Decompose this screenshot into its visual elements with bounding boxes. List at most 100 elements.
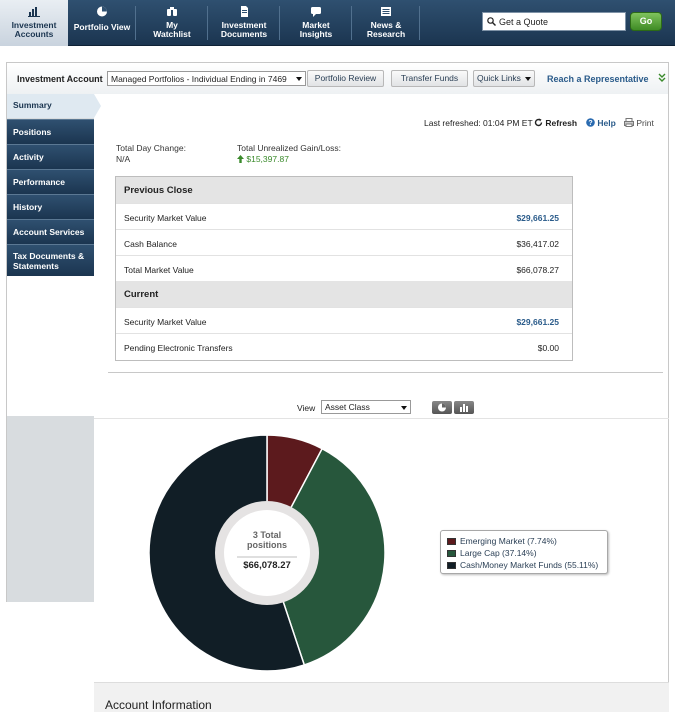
quote-placeholder: Get a Quote [499, 17, 549, 27]
row-label: Security Market Value [124, 213, 207, 223]
print-icon [624, 118, 634, 127]
pie-chart-icon [438, 403, 446, 412]
tab-market-insights[interactable]: Market Insights [280, 0, 352, 46]
tab-label: My Watchlist [153, 20, 191, 39]
tab-label: News & Research [366, 20, 406, 39]
unrealized-gain: $15,397.87 [237, 154, 289, 164]
sidebar-item-tax-documents[interactable]: Tax Documents & Statements [7, 244, 94, 276]
help-icon: ? [586, 118, 595, 127]
legend-item: Large Cap (37.14%) [447, 548, 537, 558]
search-icon [487, 17, 496, 26]
chart-legend: Emerging Market (7.74%) Large Cap (37.14… [440, 530, 608, 574]
print-label: Print [636, 118, 654, 128]
sidebar-item-summary[interactable]: Summary [7, 94, 101, 118]
day-change-value: N/A [116, 154, 131, 164]
previous-close-header: Previous Close [116, 177, 572, 203]
legend-label: Emerging Market (7.74%) [460, 536, 557, 546]
tab-investment-accounts[interactable]: Investment Accounts [0, 0, 68, 46]
sidebar-item-positions[interactable]: Positions [7, 119, 94, 144]
view-selected: Asset Class [325, 402, 370, 412]
divider [94, 418, 669, 419]
document-icon [241, 6, 248, 17]
portfolio-review-button[interactable]: Portfolio Review [307, 70, 384, 87]
sidebar-item-history[interactable]: History [7, 194, 94, 219]
row-value-link[interactable]: $29,661.25 [516, 317, 559, 327]
account-information-title: Account Information [105, 698, 212, 712]
row-value: $0.00 [537, 343, 559, 353]
print-link[interactable]: Print [624, 118, 654, 128]
tab-label: Market Insights [299, 20, 333, 39]
account-select[interactable]: Managed Portfolios - Individual Ending i… [107, 71, 306, 86]
reach-representative-link[interactable]: Reach a Representative [547, 74, 649, 84]
day-change-label: Total Day Change: [116, 143, 186, 153]
help-link[interactable]: ? Help [586, 118, 616, 128]
newspaper-icon [381, 7, 391, 16]
sidebar-item-performance[interactable]: Performance [7, 169, 94, 194]
sidebar-item-label: History [13, 202, 43, 212]
table-row: Cash Balance $36,417.02 [116, 229, 572, 255]
tab-label: Investment Documents [220, 20, 268, 39]
table-row: Security Market Value $29,661.25 [116, 307, 572, 333]
pie-chart-icon [97, 6, 107, 17]
go-button[interactable]: Go [630, 12, 662, 31]
balances-table: Previous Close Security Market Value $29… [115, 176, 573, 361]
speech-bubble-icon [311, 7, 321, 17]
tab-my-watchlist[interactable]: My Watchlist [136, 0, 208, 46]
quick-links-label: Quick Links [477, 73, 521, 83]
quick-links-select[interactable]: Quick Links [473, 70, 535, 87]
sidebar-item-label: Account Services [13, 227, 85, 237]
legend-swatch [447, 550, 456, 557]
table-row: Pending Electronic Transfers $0.00 [116, 333, 572, 359]
account-label: Investment Account [17, 74, 103, 84]
row-label: Security Market Value [124, 317, 207, 327]
refresh-label: Refresh [545, 118, 578, 128]
legend-item: Cash/Money Market Funds (55.11%) [447, 560, 598, 570]
tab-investment-documents[interactable]: Investment Documents [208, 0, 280, 46]
account-information-section: Account Information [94, 682, 669, 712]
sidebar-item-label: Performance [13, 177, 65, 187]
get-quote-input[interactable]: Get a Quote [482, 12, 626, 31]
bar-chart-icon [460, 404, 468, 412]
row-value-link[interactable]: $29,661.25 [516, 213, 559, 223]
selected-account: Managed Portfolios - Individual Ending i… [111, 74, 287, 84]
refresh-icon [534, 118, 543, 127]
sidebar-item-label: Positions [13, 127, 52, 137]
sidebar-item-label: Tax Documents & Statements [13, 251, 85, 271]
pie-center-count: 3 Total positions [247, 530, 287, 550]
view-select[interactable]: Asset Class [321, 400, 411, 414]
divider [108, 372, 663, 373]
row-label: Cash Balance [124, 239, 177, 249]
sidebar-item-activity[interactable]: Activity [7, 144, 94, 169]
tab-label: Portfolio View [73, 22, 131, 32]
legend-item: Emerging Market (7.74%) [447, 536, 557, 546]
help-label: Help [597, 118, 616, 128]
row-label: Pending Electronic Transfers [124, 343, 233, 353]
sidebar: Summary Positions Activity Performance H… [6, 94, 101, 602]
main-panel [94, 94, 669, 682]
row-label: Total Market Value [124, 265, 194, 275]
sidebar-blank-area [7, 276, 94, 416]
pie-view-button[interactable] [432, 401, 452, 414]
sidebar-item-label: Summary [13, 100, 52, 110]
dropdown-arrow-icon [525, 77, 531, 81]
view-label: View [297, 403, 316, 413]
tab-portfolio-view[interactable]: Portfolio View [68, 0, 136, 46]
row-value: $66,078.27 [516, 265, 559, 275]
binoculars-icon [167, 7, 177, 16]
top-navigation: Investment Accounts Portfolio View My Wa… [0, 0, 675, 46]
bar-chart-icon [28, 7, 40, 17]
current-header: Current [116, 281, 572, 307]
tab-news-research[interactable]: News & Research [352, 0, 420, 46]
sidebar-item-account-services[interactable]: Account Services [7, 219, 94, 244]
refresh-button[interactable]: Refresh [534, 118, 577, 128]
legend-swatch [447, 562, 456, 569]
sidebar-item-label: Activity [13, 152, 44, 162]
bar-view-button[interactable] [454, 401, 474, 414]
chevron-down-icon[interactable] [658, 73, 666, 83]
arrow-up-icon [237, 155, 244, 163]
unrealized-gain-label: Total Unrealized Gain/Loss: [237, 143, 341, 153]
pie-center-value: $66,078.27 [243, 560, 291, 571]
last-refreshed: Last refreshed: 01:04 PM ET [424, 118, 533, 128]
tab-label: Investment Accounts [11, 20, 57, 39]
transfer-funds-button[interactable]: Transfer Funds [391, 70, 468, 87]
